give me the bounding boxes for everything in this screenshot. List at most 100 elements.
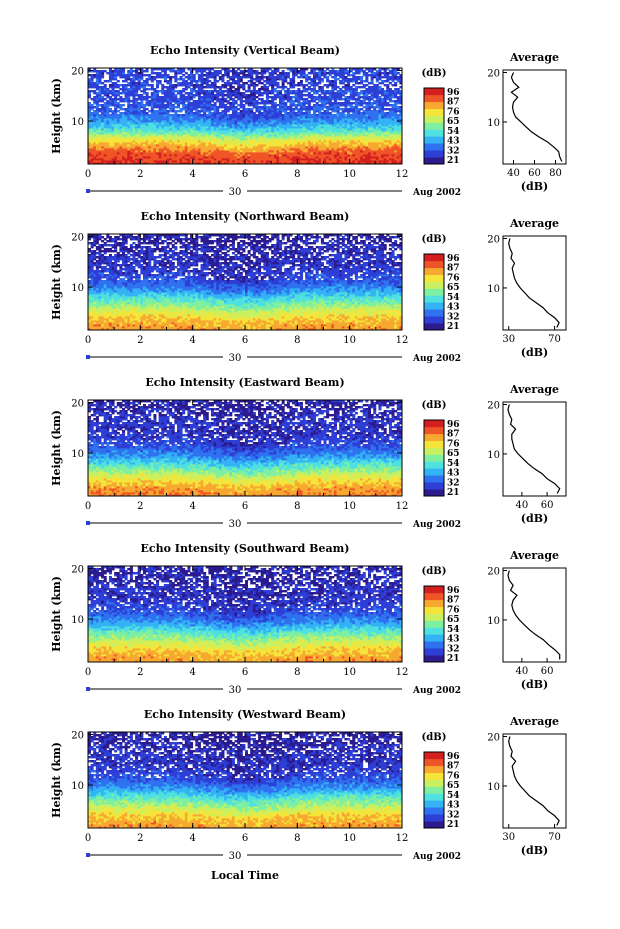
heatmap-cell <box>176 98 180 101</box>
heatmap-cell <box>268 124 272 127</box>
heatmap-cell <box>203 140 207 143</box>
heatmap-cell <box>98 130 102 133</box>
heatmap-cell <box>224 126 228 129</box>
heatmap-cell <box>276 134 280 137</box>
heatmap-cell <box>279 160 283 163</box>
heatmap-cell <box>265 120 269 123</box>
heatmap-cell <box>150 148 154 151</box>
heatmap-cell <box>313 126 317 129</box>
heatmap-cell <box>176 140 180 143</box>
heatmap-cell <box>273 122 277 125</box>
heatmap-cell <box>289 150 293 153</box>
heatmap-cell <box>394 158 398 161</box>
heatmap-cell <box>111 110 115 113</box>
heatmap-cell <box>156 150 160 153</box>
heatmap-cell <box>142 148 146 151</box>
heatmap-cell <box>284 144 288 147</box>
heatmap-cell <box>367 130 371 133</box>
heatmap-cell <box>247 154 251 157</box>
heatmap-cell <box>305 150 309 153</box>
heatmap-cell <box>265 162 269 165</box>
heatmap-cell <box>255 138 259 141</box>
heatmap-cell <box>265 128 269 131</box>
heatmap-cell <box>153 138 157 141</box>
heatmap-cell <box>98 114 102 117</box>
heatmap-cell <box>176 138 180 141</box>
heatmap-cell <box>265 76 269 79</box>
heatmap-cell <box>208 130 212 133</box>
heatmap-cell <box>394 128 398 131</box>
heatmap-cell <box>370 120 374 123</box>
heatmap-cell <box>161 158 165 161</box>
heatmap-cell <box>320 138 324 141</box>
heatmap-cell <box>292 152 296 155</box>
heatmap-cell <box>367 124 371 127</box>
heatmap-cell <box>174 90 178 93</box>
heatmap-cell <box>119 160 123 163</box>
heatmap-cell <box>90 98 94 101</box>
heatmap-cell <box>93 140 97 143</box>
heatmap-cell <box>208 84 212 87</box>
heatmap-cell <box>396 76 400 79</box>
heatmap-cell <box>216 150 220 153</box>
heatmap-cell <box>153 72 157 75</box>
heatmap-cell <box>208 90 212 93</box>
heatmap-cell <box>166 154 170 157</box>
heatmap-cell <box>166 160 170 163</box>
heatmap-cell <box>349 126 353 129</box>
heatmap-cell <box>315 140 319 143</box>
heatmap-cell <box>305 126 309 129</box>
heatmap-cell <box>169 136 173 139</box>
heatmap-cell <box>388 152 392 155</box>
heatmap-cell <box>281 162 285 165</box>
heatmap-cell <box>229 130 233 133</box>
heatmap-cell <box>119 96 123 99</box>
heatmap-cell <box>323 90 327 93</box>
heatmap-cell <box>360 96 364 99</box>
heatmap-cell <box>169 160 173 163</box>
heatmap-cell <box>237 126 241 129</box>
heatmap-cell <box>237 136 241 139</box>
heatmap-cell <box>320 136 324 139</box>
heatmap-cell <box>297 122 301 125</box>
heatmap-cell <box>169 128 173 131</box>
heatmap-cell <box>281 70 285 73</box>
heatmap-cell <box>229 154 233 157</box>
heatmap-cell <box>326 140 330 143</box>
heatmap-cell <box>284 126 288 129</box>
heatmap-cell <box>299 134 303 137</box>
heatmap-cell <box>226 154 230 157</box>
heatmap-cell <box>245 148 249 151</box>
heatmap-cell <box>166 132 170 135</box>
heatmap-cell <box>378 160 382 163</box>
heatmap-cell <box>260 152 264 155</box>
heatmap-cell <box>208 80 212 83</box>
heatmap-cell <box>265 124 269 127</box>
heatmap-cell <box>190 124 194 127</box>
heatmap-cell <box>234 120 238 123</box>
heatmap-cell <box>156 122 160 125</box>
heatmap-cell <box>396 154 400 157</box>
heatmap-cell <box>166 150 170 153</box>
heatmap-cell <box>156 158 160 161</box>
heatmap-cell <box>195 134 199 137</box>
heatmap-cell <box>90 132 94 135</box>
heatmap-cell <box>302 124 306 127</box>
heatmap-cell <box>331 144 335 147</box>
heatmap-cell <box>200 154 204 157</box>
heatmap-cell <box>268 130 272 133</box>
heatmap-cell <box>106 134 110 137</box>
heatmap-cell <box>150 124 154 127</box>
heatmap-cell <box>313 158 317 161</box>
heatmap-cell <box>114 136 118 139</box>
heatmap-cell <box>95 120 99 123</box>
heatmap-cell <box>195 136 199 139</box>
heatmap-cell <box>127 70 131 73</box>
heatmap-cell <box>129 136 133 139</box>
heatmap-cell <box>171 140 175 143</box>
heatmap-cell <box>156 138 160 141</box>
heatmap-cell <box>145 132 149 135</box>
heatmap-cell <box>305 138 309 141</box>
heatmap-cell <box>101 158 105 161</box>
heatmap-cell <box>381 88 385 91</box>
